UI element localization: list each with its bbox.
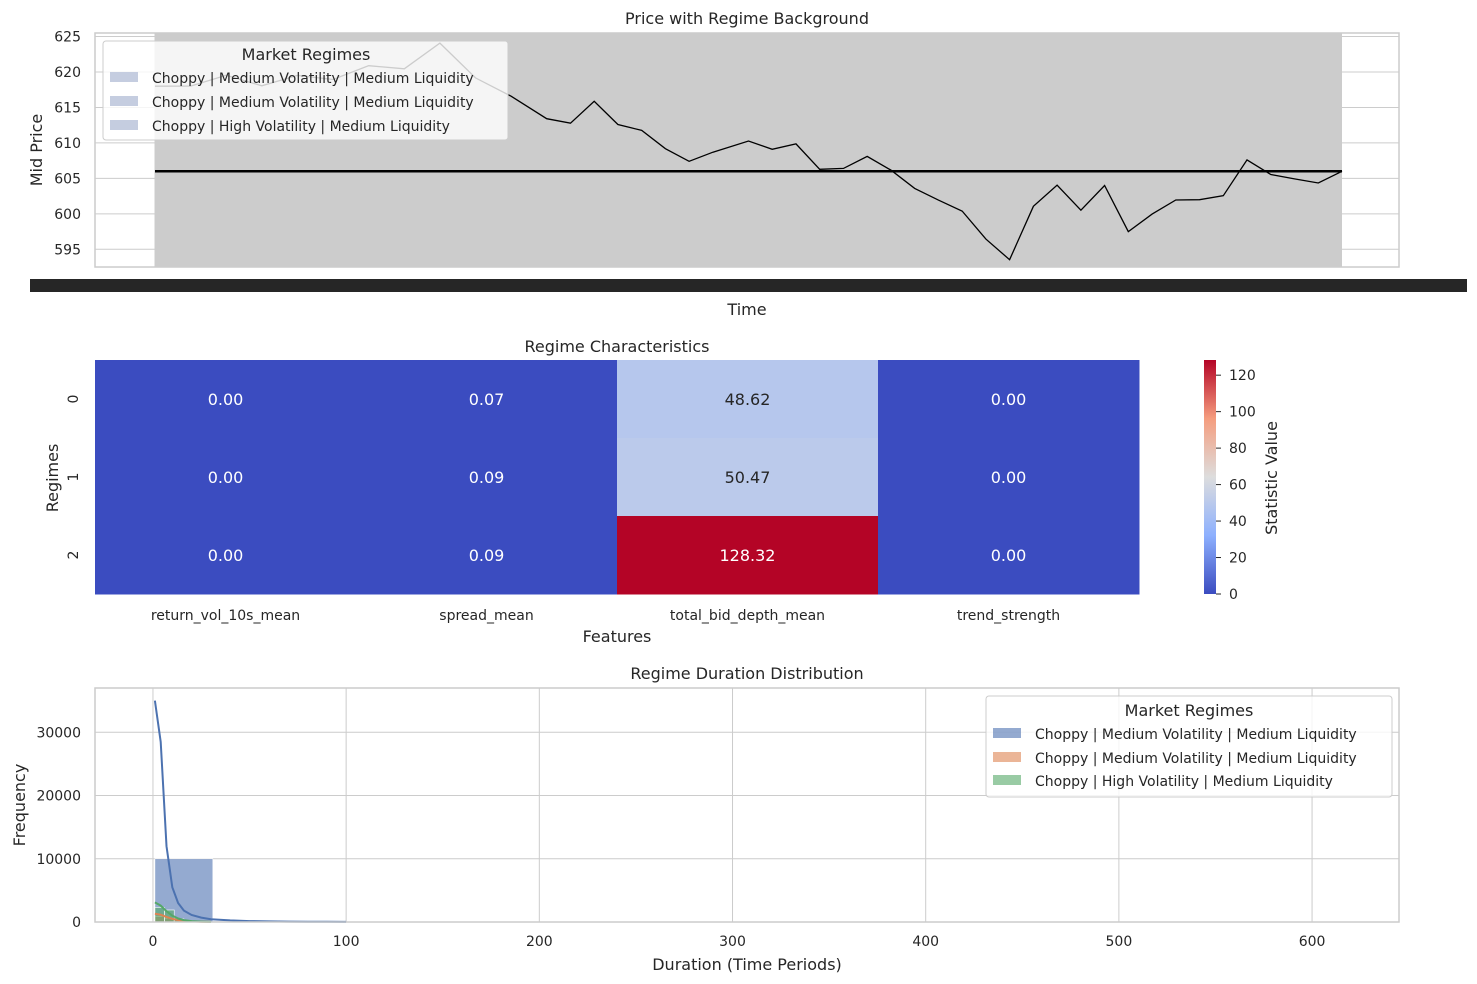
heatmap-y-tick-label: 0: [66, 395, 82, 404]
heatmap-cell: [95, 438, 357, 517]
heatmap-cell: [356, 438, 618, 517]
heatmap-cell-label: 128.32: [720, 546, 776, 565]
price-legend-label: Choppy | Medium Volatility | Medium Liqu…: [152, 71, 474, 87]
price-legend-box: [102, 40, 509, 141]
colorbar-tick-label: 0: [1229, 587, 1238, 603]
duration-legend-label: Choppy | Medium Volatility | Medium Liqu…: [1035, 727, 1357, 743]
heatmap-y-tick-label: 2: [66, 551, 82, 560]
heatmap-cell: [878, 438, 1140, 517]
price-y-axis-label: Mid Price: [27, 114, 46, 187]
price-y-tick-label: 600: [54, 207, 81, 223]
duration-x-tick-label: 300: [719, 934, 746, 950]
duration-y-axis-label: Frequency: [10, 764, 29, 847]
duration-y-tick-label: 0: [72, 915, 81, 931]
duration-legend-box: [985, 695, 1393, 798]
heatmap-x-ticks: return_vol_10s_mean spread_mean total_bid_…: [151, 608, 1060, 624]
duration-x-tick-label: 0: [148, 934, 157, 950]
colorbar-tick-label: 120: [1229, 368, 1256, 384]
heatmap-x-tick-label: spread_mean: [439, 608, 533, 624]
heatmap-cell: [878, 360, 1140, 439]
colorbar-ticks: 0 20 40 60 80 100 120: [1216, 368, 1256, 603]
heatmap-y-ticks: 0 1 2: [66, 395, 82, 560]
heatmap-cell: [95, 516, 357, 595]
colorbar-tick-label: 100: [1229, 405, 1256, 421]
duration-x-tick-label: 100: [333, 934, 360, 950]
duration-legend-label: Choppy | High Volatility | Medium Liquid…: [1035, 774, 1333, 790]
heatmap-title: Regime Characteristics: [525, 337, 710, 356]
heatmap-cell: [356, 516, 618, 595]
colorbar: 0 20 40 60 80 100 120 Statistic Value: [1204, 360, 1281, 603]
duration-legend-label: Choppy | Medium Volatility | Medium Liqu…: [1035, 751, 1357, 767]
duration-x-tick-label: 600: [1299, 934, 1326, 950]
duration-legend-swatch: [993, 752, 1021, 762]
duration-legend-title: Market Regimes: [1125, 701, 1254, 720]
heatmap-cell-label: 0.00: [208, 468, 244, 487]
heatmap-x-tick-label: total_bid_depth_mean: [670, 608, 825, 624]
price-legend-swatch: [110, 120, 138, 130]
heatmap-x-tick-label: return_vol_10s_mean: [151, 608, 300, 624]
duration-y-tick-label: 20000: [36, 789, 81, 805]
colorbar-tick-label: 20: [1229, 551, 1247, 567]
price-x-axis-label: Time: [726, 300, 766, 319]
duration-legend-swatch: [993, 728, 1021, 738]
heatmap-x-axis-label: Features: [583, 627, 652, 646]
price-legend-label: Choppy | High Volatility | Medium Liquid…: [152, 119, 450, 135]
heatmap-cell: [356, 360, 618, 439]
duration-title: Regime Duration Distribution: [630, 664, 863, 683]
duration-x-tick-label: 400: [912, 934, 939, 950]
heatmap-cell-label: 0.00: [991, 546, 1027, 565]
heatmap-cell: [878, 516, 1140, 595]
duration-x-axis-label: Duration (Time Periods): [652, 955, 842, 974]
price-y-ticks: 595 600 605 610 615 620 625: [54, 30, 81, 259]
duration-legend: Market Regimes Choppy | Medium Volatilit…: [985, 695, 1393, 798]
colorbar-tick-label: 60: [1229, 478, 1247, 494]
price-legend-swatch: [110, 96, 138, 106]
duration-y-tick-label: 30000: [36, 725, 81, 741]
price-legend: Market Regimes Choppy | Medium Volatilit…: [102, 40, 509, 141]
duration-panel: 0 100 200 300 400 500 600 0 10000 20000 30000 Regi…: [10, 664, 1400, 974]
heatmap-cell-label: 0.00: [991, 390, 1027, 409]
price-panel: 595 600 605 610 615 620 625 Price with Regime …: [27, 9, 1467, 319]
duration-legend-swatch: [993, 775, 1021, 785]
duration-ticks: 0 100 200 300 400 500 600 0 10000 20000 30000: [36, 725, 1325, 950]
price-chart-title: Price with Regime Background: [625, 9, 869, 28]
duration-y-tick-label: 10000: [36, 852, 81, 868]
heatmap-y-axis-label: Regimes: [43, 444, 62, 513]
colorbar-gradient: [1204, 360, 1216, 594]
price-y-tick-label: 605: [54, 171, 81, 187]
duration-plot-frame: [94, 687, 1400, 923]
price-y-tick-label: 620: [54, 65, 81, 81]
price-legend-title: Market Regimes: [242, 45, 371, 64]
colorbar-tick-label: 40: [1229, 514, 1247, 530]
duration-x-tick-label: 200: [526, 934, 553, 950]
heatmap-panel: 0.00 0.07 48.62 0.00 0.00 0.09 50.47 0.00 0.00 0.…: [43, 337, 1281, 646]
heatmap-cell-label: 0.09: [469, 546, 505, 565]
heatmap-cell: [95, 360, 357, 439]
heatmap-cell-label: 50.47: [725, 468, 771, 487]
heatmap-x-tick-label: trend_strength: [957, 608, 1060, 624]
heatmap-cells: 0.00 0.07 48.62 0.00 0.00 0.09 50.47 0.00 0.00 0.…: [95, 360, 1140, 595]
heatmap-cell-label: 0.00: [208, 546, 244, 565]
price-y-tick-label: 610: [54, 136, 81, 152]
heatmap-cell-label: 0.09: [469, 468, 505, 487]
time-tick-labels-overlap: [30, 279, 1467, 292]
price-y-tick-label: 595: [54, 242, 81, 258]
heatmap-cell: [617, 438, 879, 517]
price-legend-swatch: [110, 72, 138, 82]
duration-x-tick-label: 500: [1106, 934, 1133, 950]
price-y-tick-label: 625: [54, 30, 81, 46]
heatmap-cell-label: 0.00: [208, 390, 244, 409]
colorbar-tick-label: 80: [1229, 441, 1247, 457]
colorbar-label: Statistic Value: [1262, 421, 1281, 535]
price-plot-frame: [94, 32, 1400, 268]
price-y-tick-label: 615: [54, 100, 81, 116]
heatmap-y-tick-label: 1: [66, 473, 82, 482]
heatmap-cell-label: 48.62: [725, 390, 771, 409]
heatmap-cell-label: 0.00: [991, 468, 1027, 487]
heatmap-cell: [617, 360, 879, 439]
heatmap-cell: [617, 516, 879, 595]
heatmap-cell-label: 0.07: [469, 390, 505, 409]
price-legend-label: Choppy | Medium Volatility | Medium Liqu…: [152, 95, 474, 111]
